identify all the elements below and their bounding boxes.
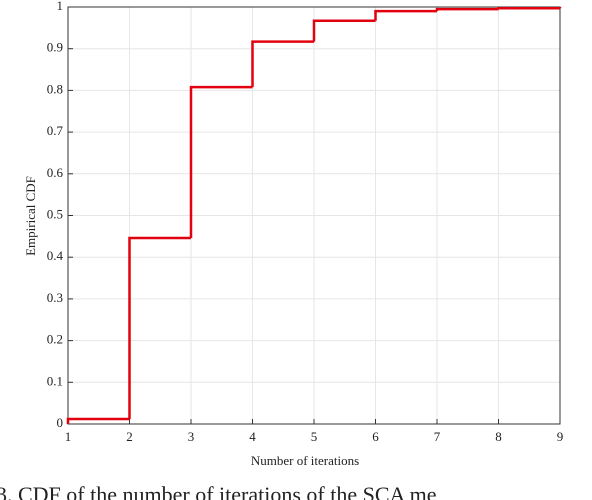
x-tick-label: 8 [495, 429, 502, 444]
x-tick-label: 9 [557, 429, 564, 444]
y-tick-label: 0 [57, 415, 64, 430]
y-tick-label: 0.3 [47, 290, 63, 305]
x-tick-label: 5 [311, 429, 318, 444]
cdf-step [251, 40, 314, 88]
cdf-step [128, 236, 191, 419]
x-tick-label: 7 [434, 429, 441, 444]
y-tick-label: 0.2 [47, 332, 63, 347]
cdf-step [189, 85, 253, 239]
x-tick-label: 3 [188, 429, 195, 444]
y-tick-label: 0.1 [47, 373, 63, 388]
cdf-step [435, 7, 499, 12]
cdf-step [497, 7, 560, 10]
y-axis-label: Empirical CDF [23, 176, 38, 256]
y-tick-label: 0.6 [47, 165, 64, 180]
y-tick-label: 0.5 [47, 206, 63, 221]
caption: 3. CDF of the number of iterations of th… [0, 482, 437, 500]
x-tick-label: 2 [126, 429, 133, 444]
cdf-step [374, 9, 437, 21]
cdf-step [66, 417, 130, 424]
x-tick-label: 6 [372, 429, 379, 444]
plot-frame [67, 6, 561, 425]
cdf-step [312, 19, 376, 42]
x-axis-label: Number of iterations [251, 453, 359, 468]
y-tick-label: 0.8 [47, 81, 63, 96]
y-tick-label: 0.9 [47, 40, 63, 55]
x-tick-label: 1 [65, 429, 72, 444]
x-tick-label: 4 [249, 429, 256, 444]
y-tick-label: 0.4 [47, 248, 64, 263]
y-tick-label: 0.7 [47, 123, 64, 138]
y-tick-label: 1 [57, 0, 64, 13]
